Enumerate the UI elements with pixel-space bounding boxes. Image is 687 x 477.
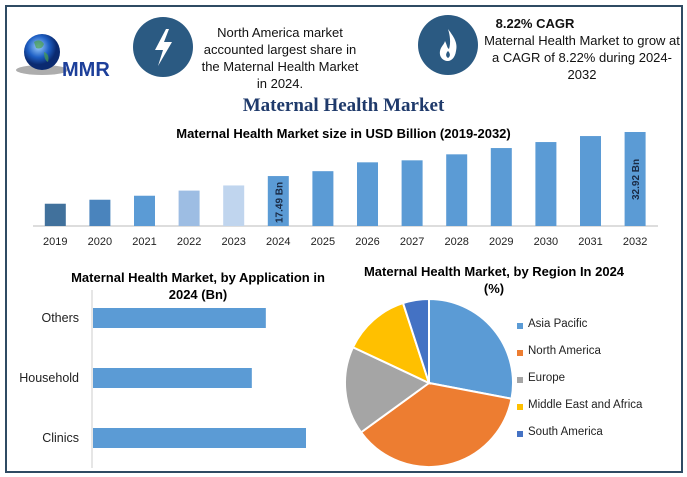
legend-item: Middle East and Africa xyxy=(517,399,642,426)
data-label: 32.92 Bn xyxy=(631,159,642,200)
y-tick-label: Household xyxy=(19,371,79,385)
x-tick-label: 2023 xyxy=(221,236,245,248)
bar-2025 xyxy=(312,171,334,226)
y-tick-label: Others xyxy=(41,311,79,325)
legend-swatch xyxy=(517,404,523,410)
application-chart-title: Maternal Health Market, by Application i… xyxy=(71,270,325,302)
bar-2032 xyxy=(624,132,646,226)
slice-asia-pacific xyxy=(428,297,514,400)
bar-2031 xyxy=(580,136,601,226)
x-tick-label: 2027 xyxy=(400,236,424,248)
cagr-text: Maternal Health Market to grow at a CAGR… xyxy=(484,33,680,82)
lightning-icon xyxy=(133,17,193,77)
legend-label: South America xyxy=(528,426,603,438)
slice-europe xyxy=(344,345,431,434)
x-tick-label: 2024 xyxy=(266,236,290,248)
legend-swatch xyxy=(517,377,523,383)
x-tick-label: 2028 xyxy=(444,236,468,248)
bar-2028 xyxy=(446,154,468,226)
bar-2024 xyxy=(267,176,289,226)
application-chart: Others Household Clinics xyxy=(19,290,306,468)
market-size-chart-title: Maternal Health Market size in USD Billi… xyxy=(176,126,511,141)
legend-label: Middle East and Africa xyxy=(528,399,643,411)
slice-north-america xyxy=(359,381,513,468)
y-tick-label: Clinics xyxy=(42,431,79,445)
market-size-chart: 2019 2020 2021 2022 2023 2024 17.49 Bn 2025 2026… xyxy=(33,132,658,248)
x-tick-label: 2022 xyxy=(177,236,201,248)
x-tick-label: 2029 xyxy=(489,236,513,248)
svg-text:MMR: MMR xyxy=(62,59,110,81)
bar-2021 xyxy=(134,195,155,226)
frame xyxy=(5,5,683,473)
bar-2020 xyxy=(89,199,111,226)
x-tick-label: 2030 xyxy=(534,236,558,248)
bar-household xyxy=(93,368,252,388)
legend-label: Europe xyxy=(528,372,566,384)
bar-clinics xyxy=(93,428,306,448)
cagr-heading: 8.22% CAGR xyxy=(495,16,575,31)
globe-icon: MMR xyxy=(16,34,110,81)
x-tick-label: 2032 xyxy=(623,236,647,248)
legend-label: Asia Pacific xyxy=(528,318,588,330)
legend-item: Asia Pacific xyxy=(517,318,642,345)
info-north-america: North America market accounted largest s… xyxy=(201,25,359,91)
x-tick-label: 2019 xyxy=(43,236,67,248)
bar-2023 xyxy=(223,185,245,226)
slice-middle-east-and-africa xyxy=(351,301,431,385)
x-tick-label: 2020 xyxy=(88,236,112,248)
bar-2022 xyxy=(178,190,200,226)
legend-item: North America xyxy=(517,345,642,372)
bar-others xyxy=(93,308,266,328)
x-tick-label: 2031 xyxy=(578,236,602,248)
page-title: Maternal Health Market xyxy=(242,95,445,116)
legend-item: Europe xyxy=(517,372,642,399)
legend-swatch xyxy=(517,350,523,356)
flame-icon xyxy=(418,15,478,75)
legend-item: South America xyxy=(517,426,642,453)
data-label: 17.49 Bn xyxy=(274,182,285,223)
bar-2027 xyxy=(401,160,423,226)
bar-2030 xyxy=(535,142,557,226)
bar-2019 xyxy=(44,203,66,226)
legend-swatch xyxy=(517,323,523,329)
bar-2029 xyxy=(490,148,512,226)
legend-swatch xyxy=(517,431,523,437)
region-legend: Asia Pacific North America Europe Middle Ea… xyxy=(517,318,642,453)
x-tick-label: 2021 xyxy=(132,236,156,248)
slice-south-america xyxy=(401,297,430,384)
mmr-logo: MMR xyxy=(14,32,124,82)
x-tick-label: 2026 xyxy=(355,236,379,248)
bar-2026 xyxy=(357,162,378,226)
legend-label: North America xyxy=(528,345,601,357)
x-tick-label: 2025 xyxy=(311,236,335,248)
region-chart-title: Maternal Health Market, by Region In 202… xyxy=(363,264,625,296)
